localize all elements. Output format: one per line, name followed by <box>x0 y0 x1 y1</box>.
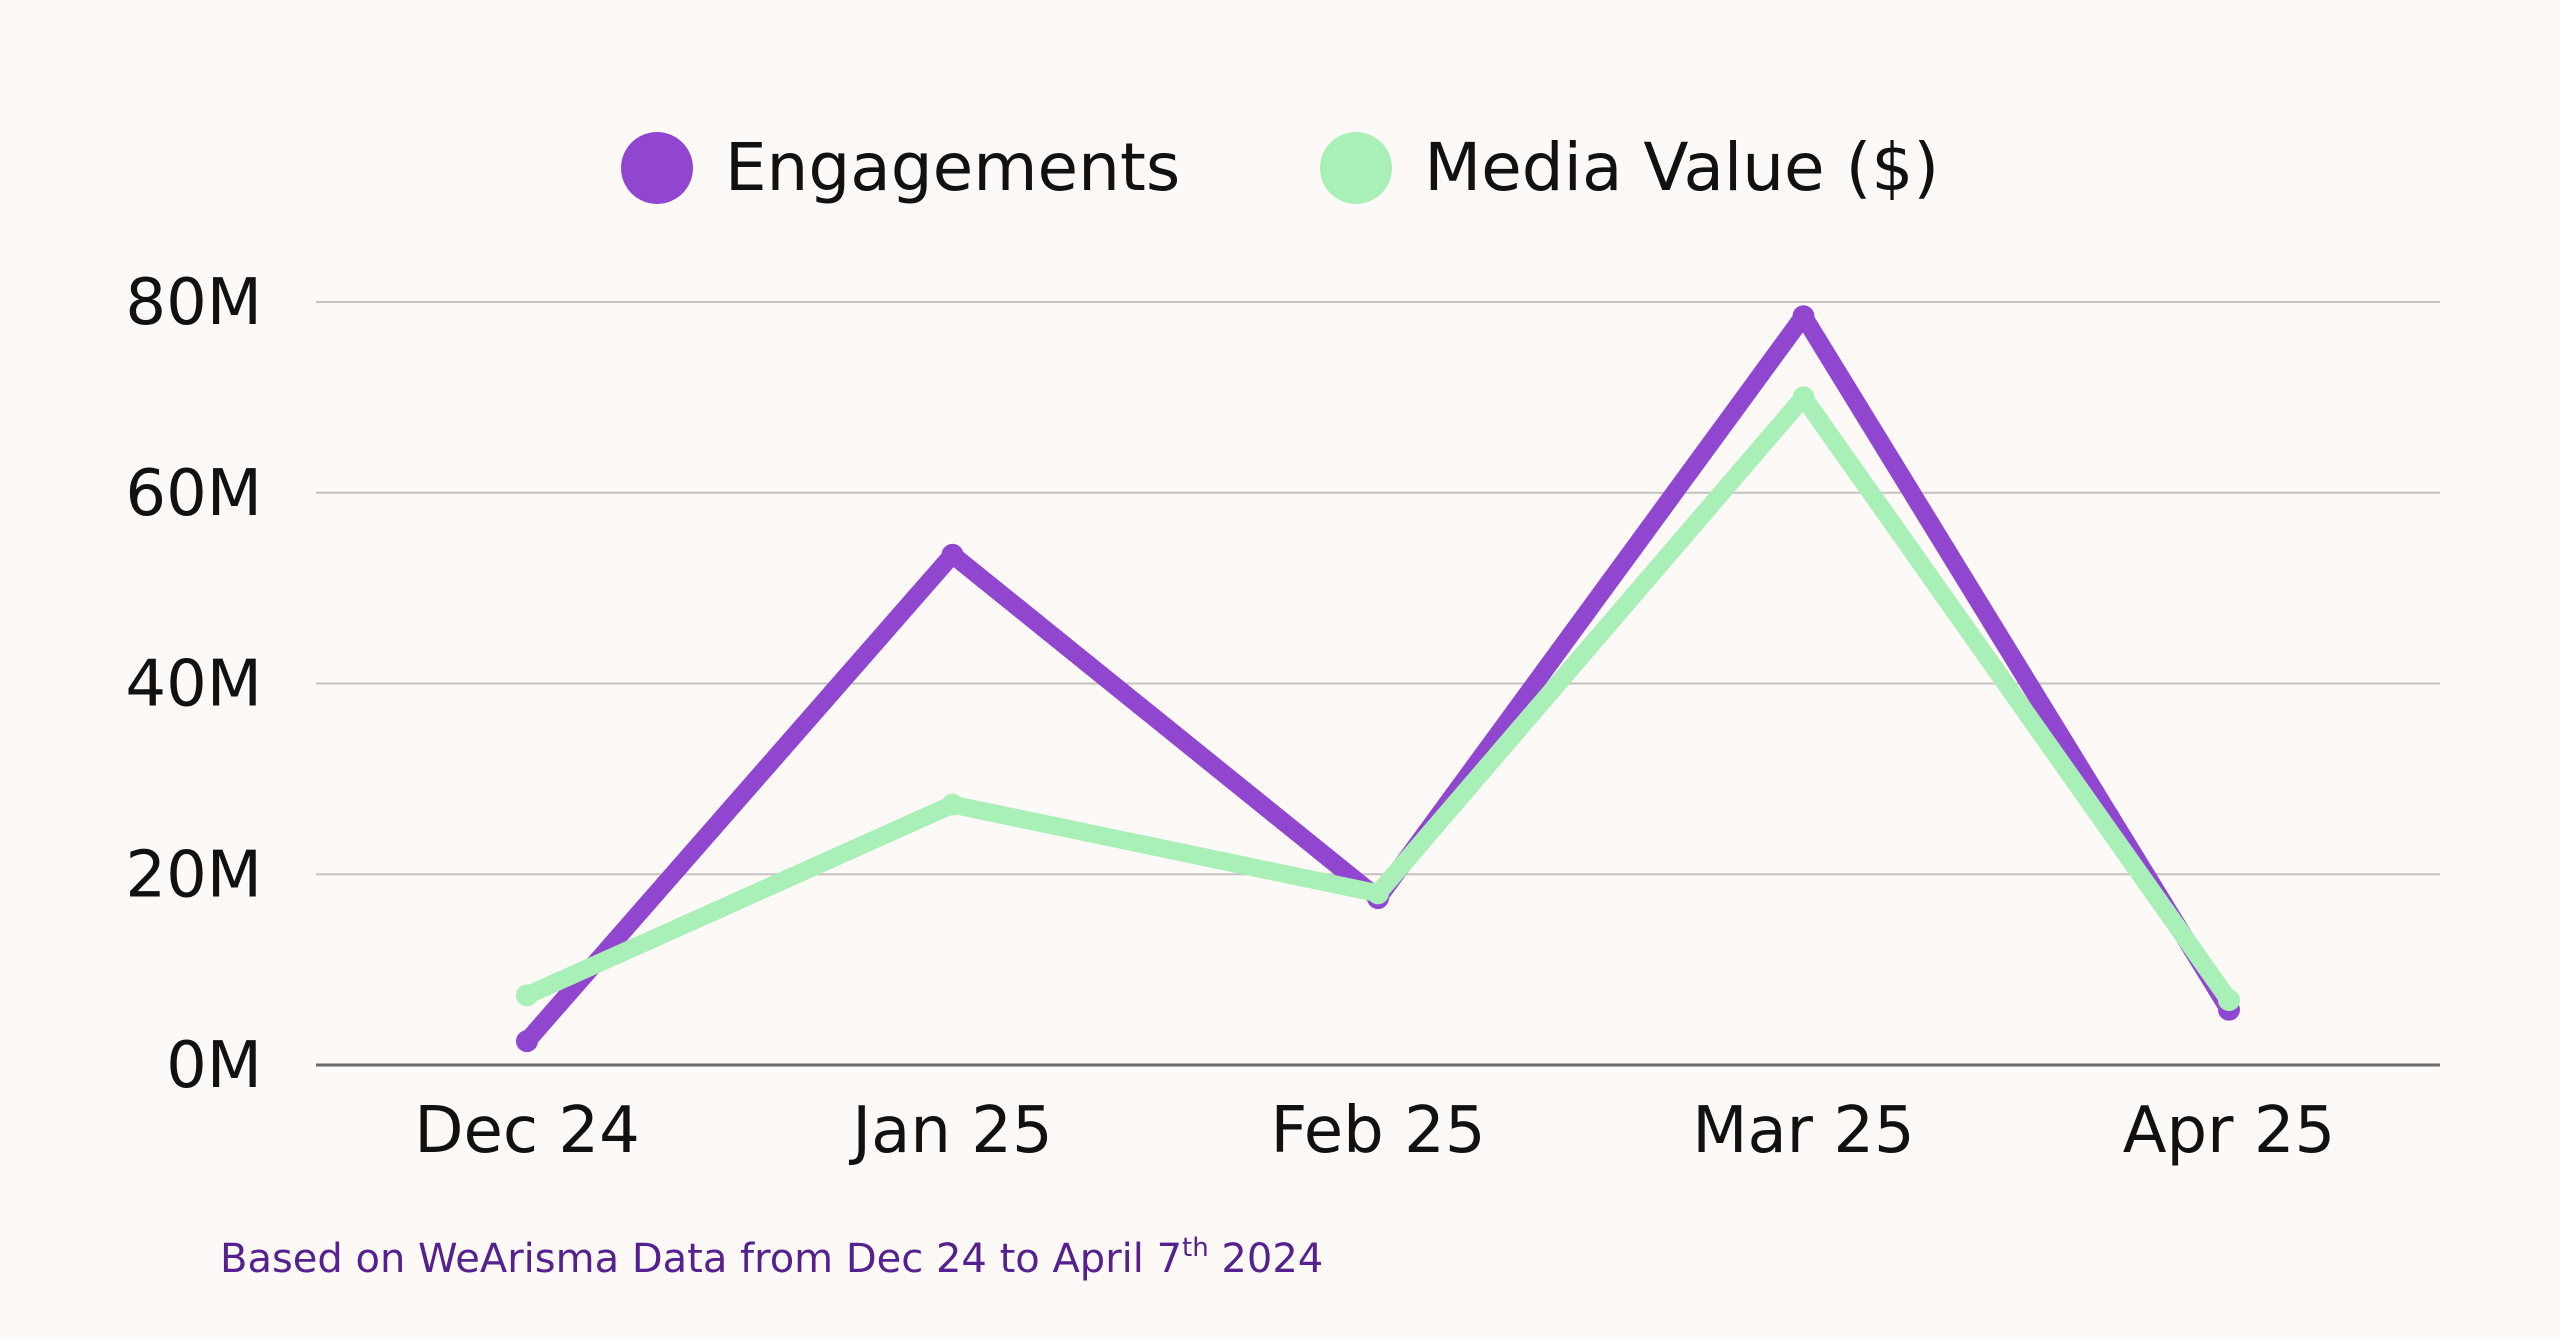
data-point <box>1367 882 1389 905</box>
data-point <box>941 793 964 816</box>
x-tick-label: Jan 25 <box>848 1094 1052 1168</box>
legend-item-media-value[interactable]: Media Value ($) <box>1320 118 1939 218</box>
x-tick-label: Mar 25 <box>1692 1094 1915 1168</box>
series-lines <box>516 305 2240 1053</box>
y-tick-label: 20M <box>125 838 262 912</box>
legend: Engagements Media Value ($) <box>0 118 2560 218</box>
data-point <box>1792 305 1815 328</box>
y-tick-label: 80M <box>125 266 262 340</box>
footnote-suffix: 2024 <box>1208 1236 1324 1282</box>
series-line-media-value <box>518 388 2238 1010</box>
legend-swatch-engagements <box>620 132 693 204</box>
legend-swatch-media-value <box>1320 132 1393 204</box>
x-tick-label: Dec 24 <box>414 1094 640 1168</box>
x-tick-label: Feb 25 <box>1270 1094 1485 1168</box>
source-footnote: Based on WeArisma Data from Dec 24 to Ap… <box>220 1233 1324 1282</box>
footnote-superscript: th <box>1182 1233 1209 1263</box>
footnote-prefix: Based on WeArisma Data from Dec 24 to Ap… <box>220 1236 1183 1282</box>
data-point <box>2218 989 2240 1012</box>
data-point <box>1792 386 1815 409</box>
x-tick-label: Apr 25 <box>2123 1094 2336 1168</box>
legend-label-media-value: Media Value ($) <box>1424 129 1940 206</box>
legend-item-engagements[interactable]: Engagements <box>620 118 1181 218</box>
y-tick-label: 40M <box>125 648 262 722</box>
series-line-engagements <box>518 307 2238 1051</box>
legend-label-engagements: Engagements <box>724 129 1181 206</box>
y-tick-label: 60M <box>125 457 262 531</box>
y-axis-labels: 0M 20M 40M 60M 80M <box>125 266 262 1103</box>
data-point <box>941 543 964 566</box>
y-tick-label: 0M <box>166 1029 262 1103</box>
data-point <box>516 1030 538 1053</box>
x-axis-labels: Dec 24 Jan 25 Feb 25 Mar 25 Apr 25 <box>414 1094 2335 1168</box>
data-point <box>516 984 538 1007</box>
